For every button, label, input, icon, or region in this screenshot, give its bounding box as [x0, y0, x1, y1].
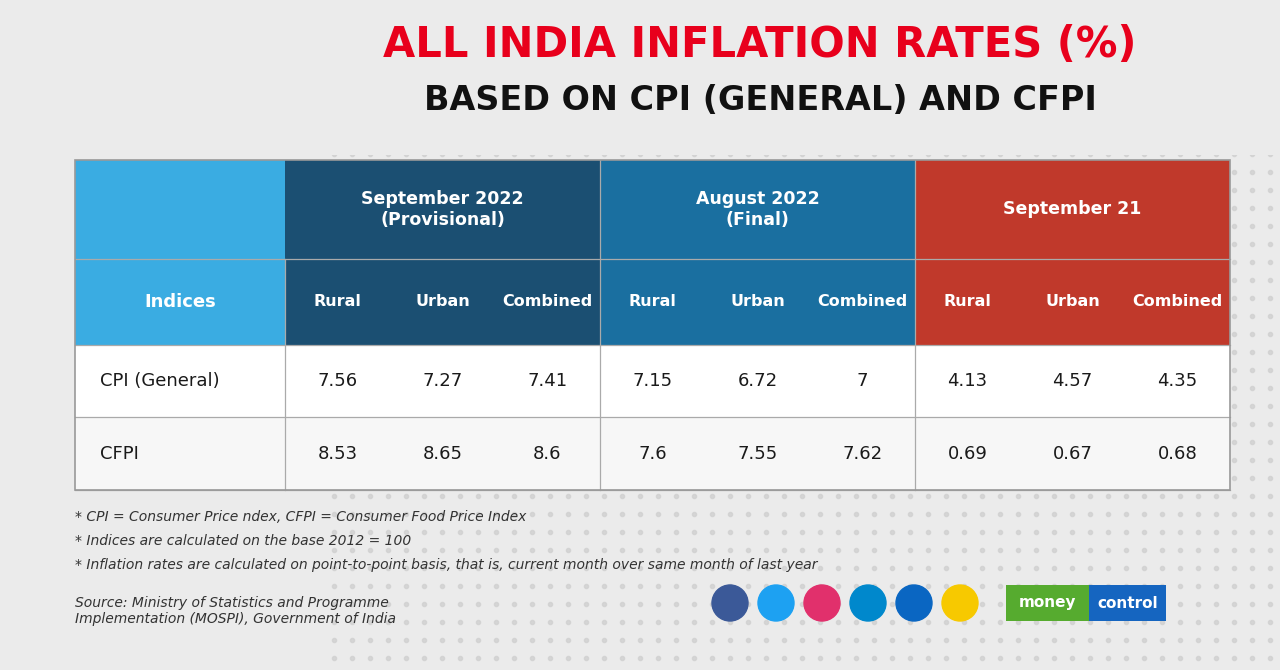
Text: 4.35: 4.35: [1157, 372, 1198, 390]
Text: Urban: Urban: [1046, 294, 1100, 310]
Text: Rural: Rural: [314, 294, 361, 310]
Circle shape: [850, 585, 886, 621]
Bar: [280, 0, 1280, 155]
Text: 0.69: 0.69: [947, 445, 987, 463]
Bar: [0, 0, 320, 670]
Circle shape: [942, 585, 978, 621]
Bar: [76, 417, 1230, 490]
Text: 4.13: 4.13: [947, 372, 988, 390]
Text: CPI (General): CPI (General): [100, 372, 220, 390]
Bar: [600, 160, 915, 259]
Bar: [285, 259, 390, 345]
Text: Combined: Combined: [502, 294, 593, 310]
Bar: [76, 345, 1230, 417]
Text: ALL INDIA INFLATION RATES (%): ALL INDIA INFLATION RATES (%): [383, 24, 1137, 66]
Text: Urban: Urban: [415, 294, 470, 310]
Text: Combined: Combined: [1133, 294, 1222, 310]
Text: Indices: Indices: [145, 293, 216, 311]
Bar: [1089, 585, 1166, 621]
Text: 0.67: 0.67: [1052, 445, 1092, 463]
Text: August 2022
(Final): August 2022 (Final): [695, 190, 819, 229]
Text: BASED ON CPI (GENERAL) AND CFPI: BASED ON CPI (GENERAL) AND CFPI: [424, 84, 1097, 117]
Text: September 21: September 21: [1004, 200, 1142, 218]
Text: CFPI: CFPI: [100, 445, 140, 463]
Text: 7.41: 7.41: [527, 372, 567, 390]
Circle shape: [804, 585, 840, 621]
Text: 7.55: 7.55: [737, 445, 778, 463]
Text: 7.62: 7.62: [842, 445, 883, 463]
Text: 7.27: 7.27: [422, 372, 462, 390]
Text: September 2022
(Provisional): September 2022 (Provisional): [361, 190, 524, 229]
Circle shape: [896, 585, 932, 621]
Text: 7.56: 7.56: [317, 372, 357, 390]
Bar: [285, 160, 600, 259]
Bar: [1020, 259, 1125, 345]
Text: * Indices are calculated on the base 2012 = 100: * Indices are calculated on the base 201…: [76, 534, 411, 548]
Text: 6.72: 6.72: [737, 372, 777, 390]
Text: 4.57: 4.57: [1052, 372, 1093, 390]
Text: 0.68: 0.68: [1157, 445, 1197, 463]
Text: 8.65: 8.65: [422, 445, 462, 463]
Text: control: control: [1097, 596, 1158, 610]
Bar: [1125, 259, 1230, 345]
Text: * Inflation rates are calculated on point-to-point basis, that is, current month: * Inflation rates are calculated on poin…: [76, 558, 818, 572]
Text: Rural: Rural: [943, 294, 992, 310]
Bar: [390, 259, 495, 345]
Text: 7.6: 7.6: [639, 445, 667, 463]
Text: 8.6: 8.6: [534, 445, 562, 463]
Text: * CPI = Consumer Price ndex, CFPI = Consumer Food Price Index: * CPI = Consumer Price ndex, CFPI = Cons…: [76, 510, 526, 524]
Text: Combined: Combined: [818, 294, 908, 310]
Bar: [76, 160, 1230, 490]
Bar: [76, 160, 285, 345]
Bar: [915, 259, 1020, 345]
Circle shape: [758, 585, 794, 621]
Bar: [600, 259, 705, 345]
Text: 7.15: 7.15: [632, 372, 672, 390]
Text: 8.53: 8.53: [317, 445, 357, 463]
Text: Urban: Urban: [730, 294, 785, 310]
Text: Rural: Rural: [628, 294, 676, 310]
Text: Source: Ministry of Statistics and Programme
Implementation (MOSPI), Government : Source: Ministry of Statistics and Progr…: [76, 596, 396, 626]
Bar: [915, 160, 1230, 259]
Bar: [705, 259, 810, 345]
Bar: [495, 259, 600, 345]
Text: money: money: [1019, 596, 1076, 610]
Bar: [1006, 585, 1089, 621]
Bar: [810, 259, 915, 345]
Text: 7: 7: [856, 372, 868, 390]
Circle shape: [712, 585, 748, 621]
